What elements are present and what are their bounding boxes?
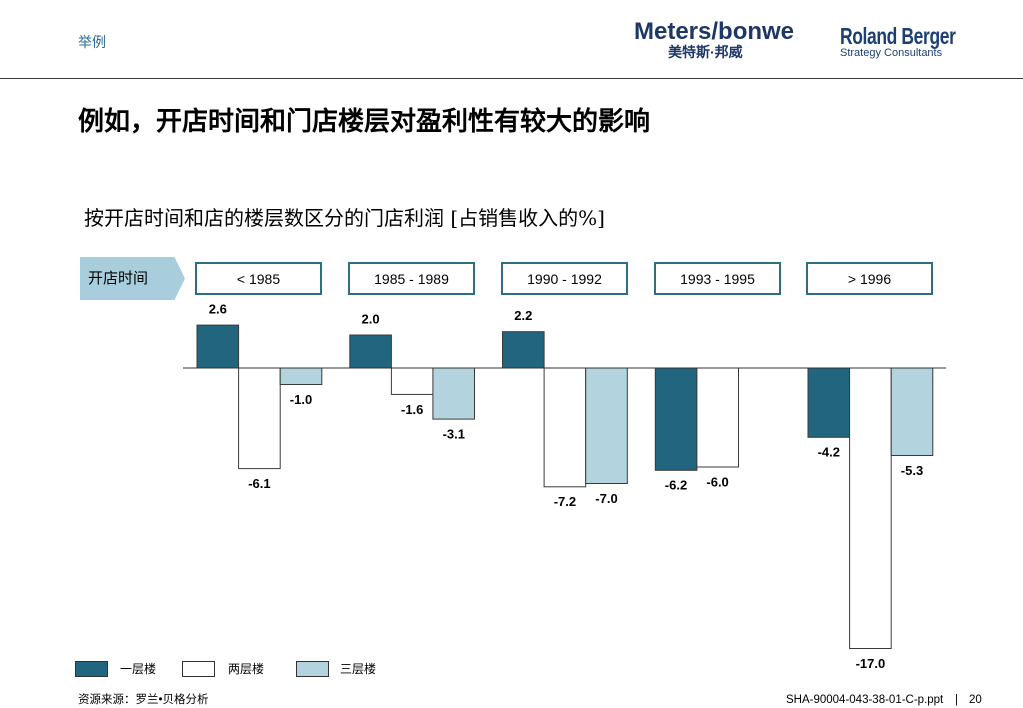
- category-box-1: < 1985: [195, 262, 322, 295]
- bar-floor2-group4: [696, 367, 740, 468]
- bar-chart: 2.6 2.0 2.2 -6.2 -4.2 -6.1 -1.6 -7.2 -6.0 -17.0 -1…: [183, 302, 946, 671]
- bar-floor2-group5: [849, 367, 892, 649]
- value-label-floor1-group2: 2.0: [362, 311, 380, 326]
- bar-floor3-group5: [890, 367, 934, 456]
- source-note: 资源来源：罗兰•贝格分析: [78, 694, 209, 706]
- value-label-floor3-group5: -5.3: [901, 463, 923, 478]
- legend-label-floor3: 三层楼: [340, 662, 377, 676]
- bar-floor3-group2: [432, 367, 475, 420]
- value-label-floor3-group1: -1.0: [290, 392, 312, 407]
- legend-label-floor1: 一层楼: [120, 662, 157, 676]
- legend-label-floor2: 两层楼: [228, 662, 265, 676]
- category-box-4: 1993 - 1995: [654, 262, 781, 295]
- value-label-floor2-group4: -6.0: [706, 474, 728, 489]
- bar-floor1-group3: [502, 331, 545, 369]
- value-label-floor1-group5: -4.2: [818, 445, 840, 460]
- value-label-floor2-group3: -7.2: [554, 494, 576, 509]
- bar-floor1-group5: [807, 367, 851, 438]
- page-number: 20: [969, 694, 982, 706]
- value-label-floor1-group3: 2.2: [514, 308, 532, 323]
- category-row-label: 开店时间: [80, 257, 185, 300]
- category-box-3: 1990 - 1992: [501, 262, 628, 295]
- value-label-floor1-group1: 2.6: [209, 302, 227, 317]
- value-label-floor2-group1: -6.1: [248, 476, 270, 491]
- legend-swatch-floor3: [296, 661, 329, 677]
- header-divider: [0, 78, 1023, 79]
- bar-floor1-group4: [654, 367, 698, 471]
- roland-berger-logo: Roland Berger: [840, 23, 956, 49]
- chart-title: 按开店时间和店的楼层数区分的门店利润 [占销售收入的%]: [84, 206, 605, 230]
- value-label-floor3-group2: -3.1: [443, 427, 465, 442]
- slide-title: 例如，开店时间和门店楼层对盈利性有较大的影响: [78, 106, 651, 136]
- footer-separator: |: [955, 694, 958, 706]
- roland-berger-tagline: Strategy Consultants: [840, 47, 943, 59]
- bar-floor2-group2: [390, 367, 434, 395]
- value-label-floor2-group5: -17.0: [856, 656, 886, 671]
- value-label-floor3-group3: -7.0: [595, 491, 617, 506]
- value-label-floor2-group2: -1.6: [401, 402, 423, 417]
- bar-floor1-group2: [349, 334, 392, 369]
- category-box-2: 1985 - 1989: [348, 262, 475, 295]
- bar-floor3-group3: [585, 367, 628, 484]
- bar-floor1-group1: [196, 324, 240, 369]
- file-name: SHA-90004-043-38-01-C-p.ppt: [786, 694, 944, 706]
- bar-floor3-group1: [279, 367, 323, 385]
- legend-swatch-floor2: [182, 661, 215, 677]
- section-tag: 举例: [78, 34, 106, 50]
- meters-bonwe-logo-cn: 美特斯·邦威: [668, 44, 743, 60]
- category-box-5: > 1996: [806, 262, 933, 295]
- bar-floor2-group3: [543, 367, 587, 488]
- value-label-floor1-group4: -6.2: [665, 478, 687, 493]
- bar-floor2-group1: [238, 367, 281, 470]
- legend-swatch-floor1: [75, 661, 108, 677]
- meters-bonwe-logo: Meters/bonwe: [634, 18, 795, 45]
